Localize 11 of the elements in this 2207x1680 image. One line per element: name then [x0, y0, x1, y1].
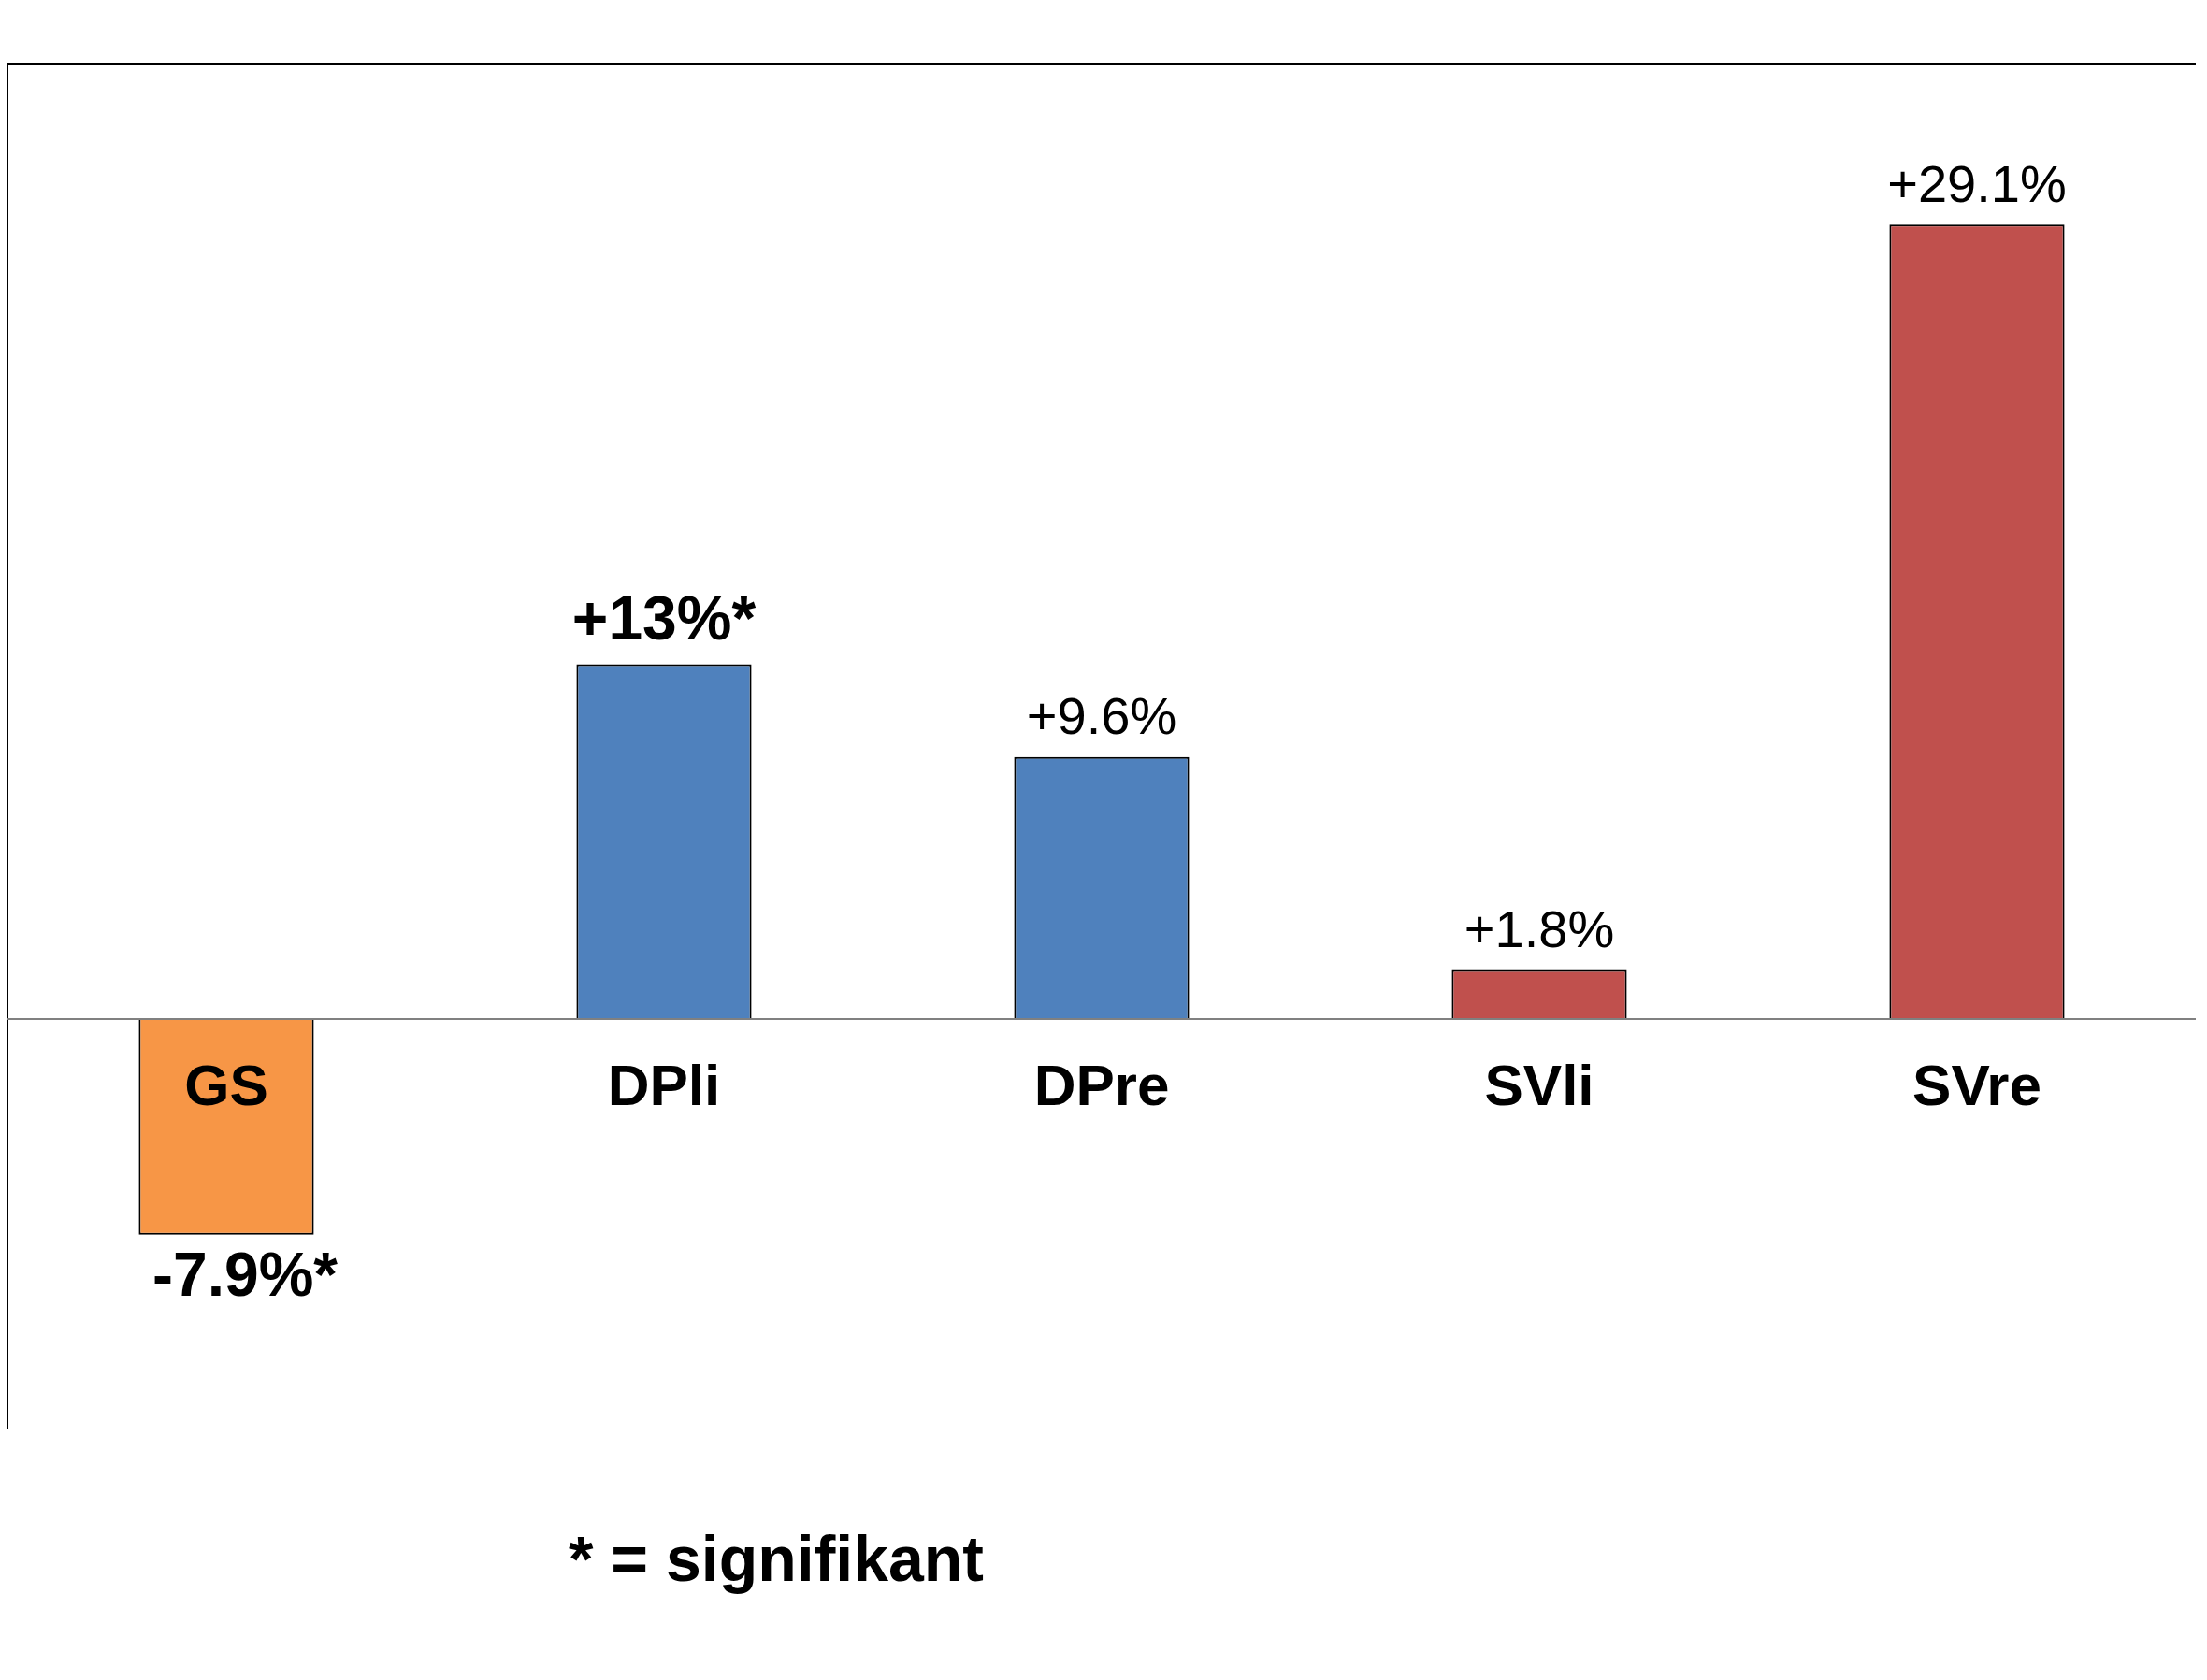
x-tick-label: SVre — [1912, 1053, 2041, 1118]
x-tick-label: SVli — [1484, 1053, 1594, 1118]
x-tick-label: GS — [184, 1053, 268, 1118]
data-label: +29.1% — [1887, 153, 2067, 213]
data-label: +13%* — [571, 582, 757, 653]
x-tick-label: DPli — [607, 1053, 721, 1118]
data-label: -7.9%* — [151, 1239, 339, 1309]
data-label: +1.8% — [1464, 898, 1615, 958]
x-tick-label: DPre — [1033, 1053, 1170, 1118]
data-label: +9.6% — [1026, 686, 1177, 746]
text: * = signifikant — [569, 1522, 984, 1594]
